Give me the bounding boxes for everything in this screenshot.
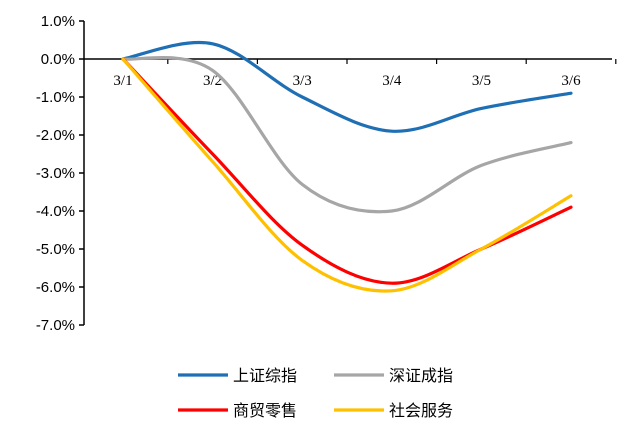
x-tick-label: 3/3 [293, 73, 312, 89]
y-tick-label: -5.0% [36, 241, 75, 258]
x-tick-label: 3/4 [382, 73, 402, 89]
legend-label: 上证综指 [233, 366, 297, 385]
x-axis: 3/1 3/2 3/3 3/4 3/5 3/6 [84, 58, 617, 89]
y-tick-label: -1.0% [36, 89, 75, 106]
x-tick-label: 3/1 [113, 73, 132, 89]
y-axis: 1.0% 0.0% -1.0% -2.0% -3.0% -4.0% -5.0% -6.0% -7… [36, 13, 85, 334]
legend-label: 社会服务 [389, 401, 453, 420]
y-tick-label: -3.0% [36, 165, 75, 182]
series-line-1 [121, 41, 573, 133]
x-tick-label: 3/6 [561, 73, 581, 89]
y-tick-label: -7.0% [36, 317, 75, 334]
legend-item: 深证成指 [334, 366, 453, 385]
y-tick-label: -6.0% [36, 279, 75, 296]
y-tick-label: -2.0% [36, 127, 75, 144]
legend-item: 商贸零售 [178, 401, 297, 420]
x-tick-label: 3/2 [203, 73, 222, 89]
series-line-4 [121, 57, 573, 293]
legend-item: 社会服务 [334, 401, 453, 420]
series-lines [121, 41, 573, 293]
series-line-3 [121, 57, 573, 285]
x-tick-label: 3/5 [472, 73, 491, 89]
legend-label: 深证成指 [389, 366, 453, 385]
y-tick-label: 0.0% [41, 51, 75, 68]
legend-item: 上证综指 [178, 366, 297, 385]
series-line-2 [121, 55, 573, 214]
legend-label: 商贸零售 [233, 401, 297, 420]
y-tick-label: 1.0% [41, 13, 75, 30]
y-tick-label: -4.0% [36, 203, 75, 220]
